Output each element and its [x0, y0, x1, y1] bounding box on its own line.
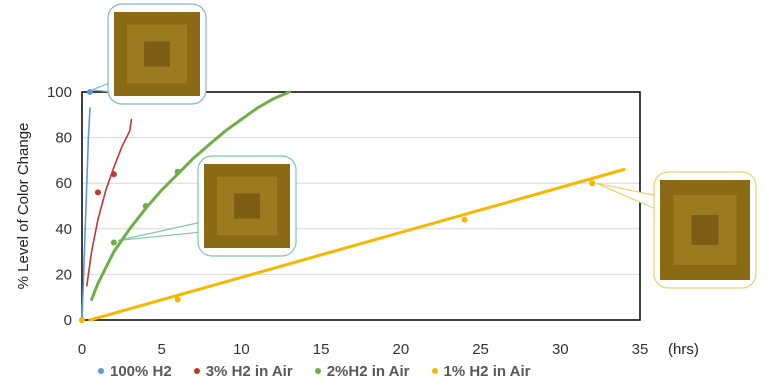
- x-tick-label: 25: [472, 341, 489, 358]
- legend: 100% H2 3% H2 in Air 2%H2 in Air 1% H2 i…: [98, 360, 658, 382]
- trendline-series-1: [86, 118, 133, 287]
- y-tick-label: 100: [47, 84, 72, 101]
- x-unit-label: (hrs): [668, 341, 699, 358]
- trendline-series-2: [90, 90, 291, 301]
- sample-photo-1pct-center: [691, 215, 719, 245]
- y-tick-label: 0: [64, 312, 72, 329]
- sample-photo-2pct-callout-tail: [117, 221, 203, 242]
- sample-photo-1pct-callout-tail: [595, 182, 659, 211]
- data-point-series-3: [589, 180, 596, 187]
- legend-marker: [98, 368, 104, 374]
- y-tick-label: 60: [55, 175, 72, 192]
- chart: 0 20 40 60 80 100 0 5 10 15 20 25 30 35 (hrs) % Level o…: [15, 3, 757, 358]
- y-tick-label: 20: [55, 266, 72, 283]
- x-tick-label: 0: [78, 341, 86, 358]
- x-tick-label: 5: [158, 341, 166, 358]
- data-point-series-1: [110, 171, 117, 178]
- data-point-series-2: [142, 203, 149, 209]
- trendline-series-3: [88, 168, 626, 322]
- x-tick-label: 10: [233, 341, 250, 358]
- plot-area-border: [81, 91, 641, 321]
- x-tick-label: 15: [313, 341, 330, 358]
- legend-marker: [431, 368, 438, 374]
- data-point-series-2: [174, 168, 181, 175]
- y-tick-label: 80: [55, 130, 72, 147]
- x-tick-label: 30: [552, 341, 569, 358]
- sample-photo-2pct-center: [234, 193, 260, 219]
- legend-item-3pct: 3% H2 in Air: [193, 362, 293, 380]
- data-point-series-3: [461, 216, 468, 223]
- data-point-series-3: [79, 317, 85, 323]
- y-tick-label: 40: [55, 221, 72, 238]
- trendline-series-0: [81, 107, 91, 321]
- legend-label: 2%H2 in Air: [326, 362, 410, 380]
- legend-label: 3% H2 in Air: [205, 362, 293, 380]
- x-tick-label: 35: [632, 341, 649, 358]
- legend-marker: [314, 368, 321, 374]
- x-tick-label: 20: [393, 341, 410, 358]
- data-point-series-1: [94, 189, 101, 196]
- legend-item-2pct: 2%H2 in Air: [314, 362, 410, 380]
- legend-marker: [193, 368, 200, 374]
- legend-label: 100% H2: [110, 362, 172, 380]
- sample-photo-100pct-center: [144, 41, 170, 67]
- legend-item-100pct: 100% H2: [98, 363, 172, 380]
- data-point-series-3: [174, 296, 181, 303]
- data-point-series-0: [86, 89, 93, 95]
- data-point-series-2: [110, 239, 117, 246]
- legend-label: 1% H2 in Air: [443, 362, 531, 380]
- legend-item-1pct: 1% H2 in Air: [431, 362, 531, 380]
- y-axis-label: % Level of Color Change: [15, 123, 32, 290]
